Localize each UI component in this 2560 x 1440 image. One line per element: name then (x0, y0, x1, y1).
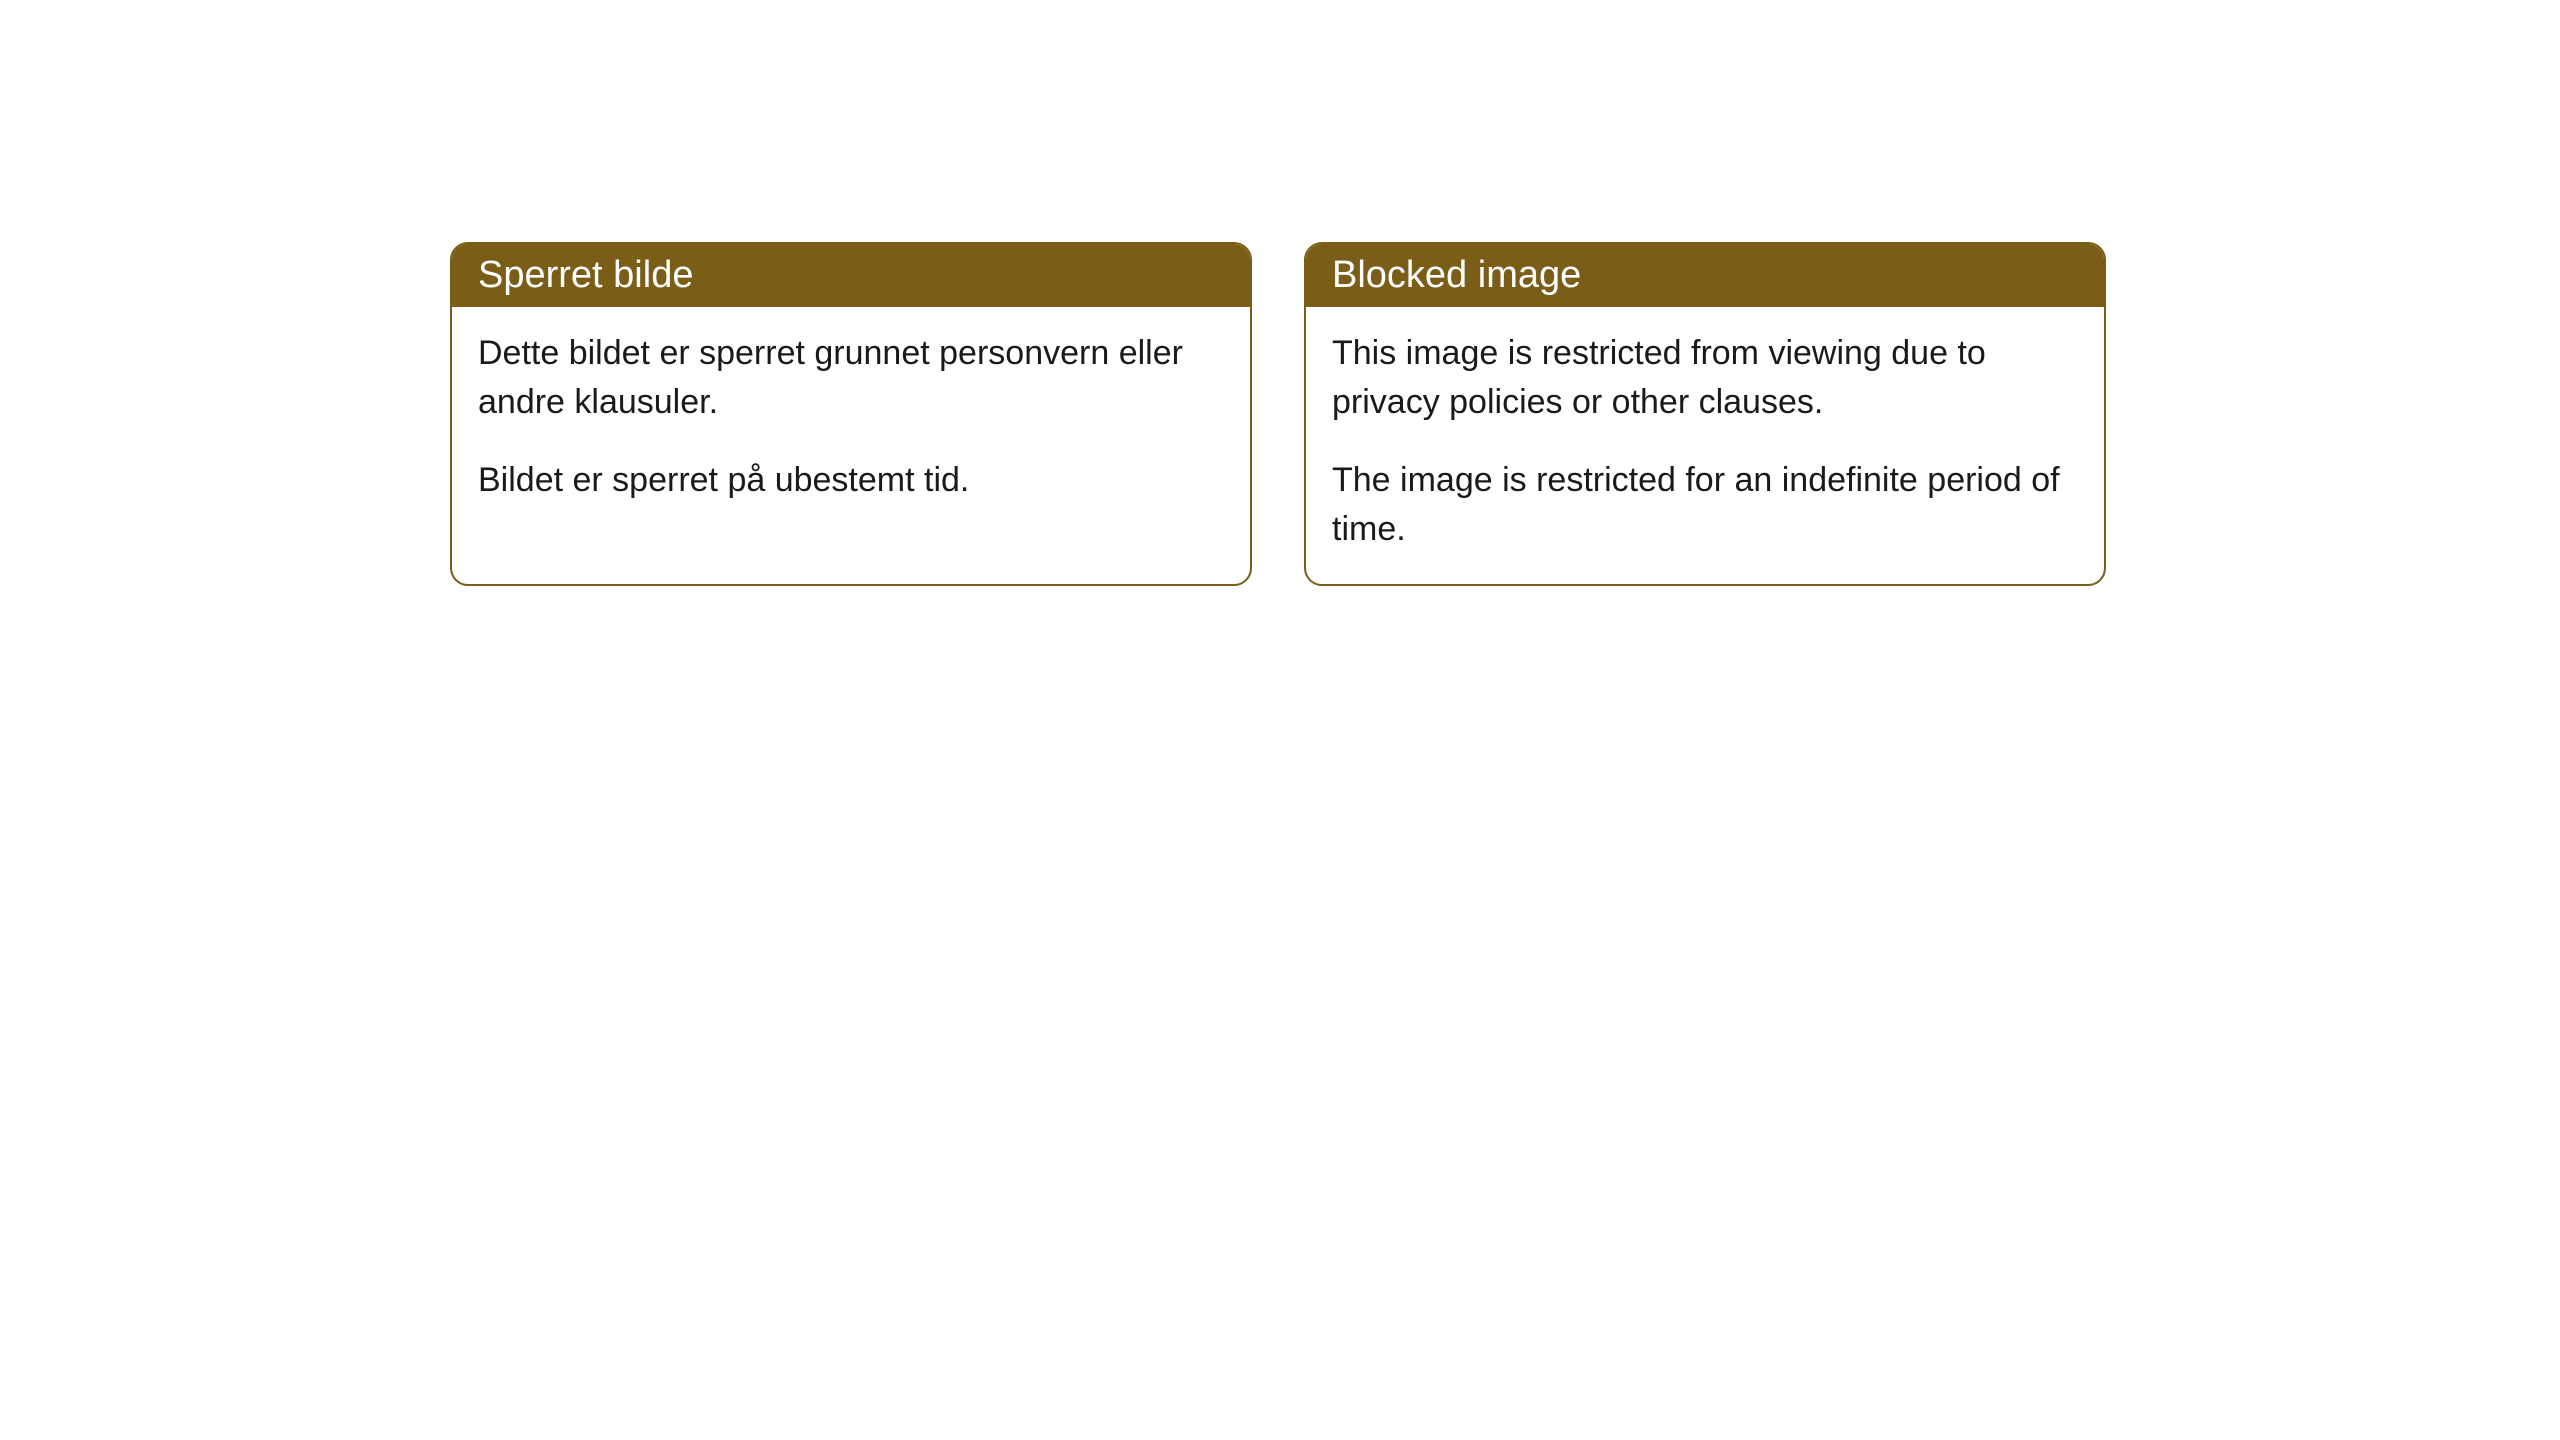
card-header: Blocked image (1306, 244, 2104, 307)
card-body: This image is restricted from viewing du… (1306, 307, 2104, 584)
card-title: Blocked image (1332, 254, 1581, 296)
card-title: Sperret bilde (478, 254, 693, 296)
notice-cards-container: Sperret bilde Dette bildet er sperret gr… (450, 242, 2106, 586)
card-body: Dette bildet er sperret grunnet personve… (452, 307, 1250, 535)
card-paragraph: Bildet er sperret på ubestemt tid. (478, 456, 1224, 505)
card-paragraph: This image is restricted from viewing du… (1332, 329, 2078, 428)
card-paragraph: The image is restricted for an indefinit… (1332, 456, 2078, 555)
card-paragraph: Dette bildet er sperret grunnet personve… (478, 329, 1224, 428)
card-header: Sperret bilde (452, 244, 1250, 307)
notice-card-english: Blocked image This image is restricted f… (1304, 242, 2106, 586)
notice-card-norwegian: Sperret bilde Dette bildet er sperret gr… (450, 242, 1252, 586)
